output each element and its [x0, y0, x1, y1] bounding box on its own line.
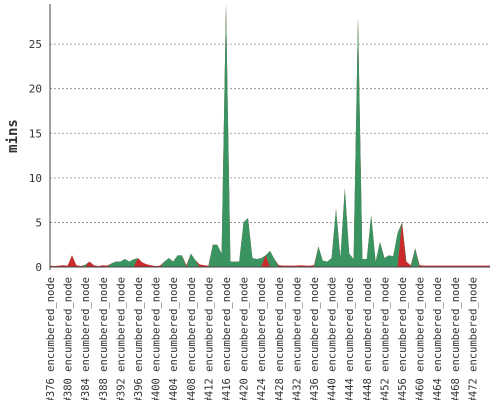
x-tick-labels: #376 encumbered_node #380 encumbered_node… — [45, 277, 479, 400]
y-tick-label: 20 — [29, 83, 42, 96]
y-axis-title: mins — [5, 119, 21, 153]
x-tick-label: #444 encumbered_node — [344, 277, 356, 400]
x-tick-label: #468 encumbered_node — [450, 277, 462, 400]
x-tick-label: #428 encumbered_node — [274, 277, 286, 400]
y-tick-label: 0 — [35, 261, 42, 274]
x-tick-label: #456 encumbered_node — [397, 277, 409, 400]
series-area-green — [50, 4, 490, 267]
x-tick-label: #396 encumbered_node — [133, 277, 145, 400]
series-area-red-bump — [261, 255, 270, 267]
x-tick-label: #440 encumbered_node — [327, 277, 339, 400]
x-tick-label: #424 encumbered_node — [256, 277, 268, 400]
series-area-red — [50, 4, 490, 267]
axes — [49, 4, 490, 270]
x-tick-label: #380 encumbered_node — [63, 277, 75, 400]
x-tick-label: #420 encumbered_node — [239, 277, 251, 400]
series-area-red-bump — [85, 261, 94, 267]
y-tick-label: 15 — [29, 127, 42, 140]
series-area-red-bump — [397, 222, 407, 267]
x-tick-label: #452 encumbered_node — [379, 277, 391, 400]
y-tick-label: 10 — [29, 172, 42, 185]
x-tick-label: #408 encumbered_node — [186, 277, 198, 400]
y-tick-label: 25 — [29, 38, 42, 51]
x-tick-label: #412 encumbered_node — [203, 277, 215, 400]
x-tick-label: #432 encumbered_node — [291, 277, 303, 400]
series-area-red-bump — [67, 255, 77, 267]
series-area-red-bump — [138, 262, 147, 267]
x-tick-label: #416 encumbered_node — [221, 277, 233, 400]
data-series-area — [50, 4, 490, 267]
x-tick-label: #388 encumbered_node — [98, 277, 110, 400]
x-tick-label: #436 encumbered_node — [309, 277, 321, 400]
series-area-red-bump — [402, 261, 411, 267]
grid-lines — [50, 43, 490, 223]
x-tick-label: #460 encumbered_node — [415, 277, 427, 400]
x-tick-label: #376 encumbered_node — [45, 277, 57, 400]
y-tick-label: 5 — [35, 216, 42, 229]
x-tick-label: #404 encumbered_node — [168, 277, 180, 400]
x-tick-label: #384 encumbered_node — [80, 277, 92, 400]
x-tick-label: #448 encumbered_node — [362, 277, 374, 400]
x-tick-label: #472 encumbered_node — [467, 277, 479, 400]
x-tick-label: #392 encumbered_node — [115, 277, 127, 400]
x-tick-label: #400 encumbered_node — [151, 277, 163, 400]
y-tick-labels: 0 5 10 15 20 25 — [29, 38, 42, 274]
x-tick-label: #464 encumbered_node — [432, 277, 444, 400]
